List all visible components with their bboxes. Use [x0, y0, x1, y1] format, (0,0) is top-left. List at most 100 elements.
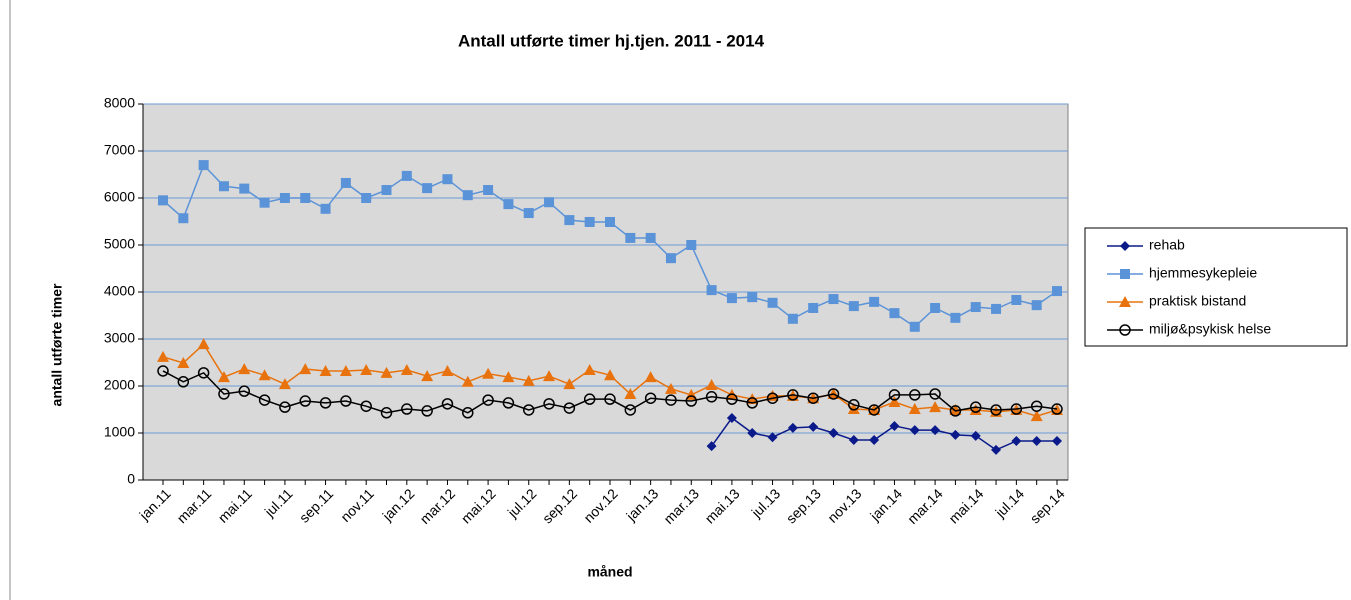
y-tick-label: 2000: [104, 377, 135, 393]
data-point: [178, 213, 189, 224]
data-point: [198, 160, 209, 171]
y-tick-label: 8000: [104, 95, 135, 111]
data-point: [1031, 300, 1042, 311]
data-point: [868, 404, 880, 416]
data-point: [462, 190, 473, 201]
data-point: [848, 399, 860, 411]
data-point: [706, 441, 717, 452]
legend-label: miljø&psykisk helse: [1149, 321, 1271, 337]
x-axis-title: måned: [587, 564, 632, 580]
data-point: [726, 412, 737, 423]
data-point: [726, 393, 738, 405]
data-point: [705, 391, 718, 403]
data-point: [158, 195, 168, 206]
data-point: [319, 364, 332, 376]
data-point: [808, 421, 819, 432]
data-point: [624, 387, 637, 399]
data-point: [259, 197, 270, 208]
data-point: [462, 407, 474, 419]
data-point: [869, 435, 880, 446]
legend-marker: [1120, 269, 1130, 279]
x-tick-label: mai.12: [458, 485, 499, 526]
x-tick-label: jan.13: [622, 485, 661, 524]
data-point: [889, 420, 900, 431]
data-point: [522, 374, 535, 386]
legend-label: hjemmesykepleie: [1149, 265, 1257, 281]
data-point: [278, 378, 291, 390]
legend-marker: [1120, 241, 1130, 251]
x-tick-label: jan.12: [379, 485, 418, 524]
data-point: [1031, 435, 1042, 446]
data-point: [584, 216, 595, 227]
data-point: [583, 364, 596, 376]
data-point: [583, 393, 596, 405]
data-point: [1030, 410, 1043, 422]
data-point: [991, 303, 1002, 314]
data-point: [482, 367, 495, 379]
y-tick-label: 6000: [104, 189, 135, 205]
data-point: [930, 302, 941, 313]
data-point: [746, 397, 758, 409]
data-point: [929, 401, 942, 413]
data-point: [888, 395, 901, 407]
legend: rehab hjemmesykepleie praktisk bistand milj…: [1084, 227, 1348, 347]
x-tick-label: sep.13: [783, 485, 824, 526]
chart-title: Antall utførte timer hj.tjen. 2011 - 201…: [458, 31, 765, 50]
data-point: [381, 185, 392, 196]
data-point: [848, 435, 859, 446]
data-point: [950, 312, 961, 323]
data-point: [909, 389, 921, 401]
data-point: [685, 395, 698, 407]
data-point: [869, 296, 880, 307]
data-point: [400, 364, 413, 376]
data-point: [563, 402, 576, 414]
data-point: [157, 365, 169, 377]
data-point: [706, 285, 717, 296]
x-tick-label: mai.11: [215, 485, 255, 525]
data-point: [1011, 435, 1022, 446]
series-line: [162, 370, 1058, 414]
data-point: [949, 405, 962, 417]
data-point: [461, 375, 474, 387]
data-point: [502, 397, 515, 409]
data-point: [624, 404, 637, 416]
data-point: [665, 253, 676, 264]
data-point: [279, 401, 291, 413]
data-point: [1051, 403, 1063, 415]
y-tick-label: 0: [127, 471, 135, 487]
legend-label: praktisk bistand: [1149, 293, 1246, 309]
data-point: [969, 403, 982, 415]
data-point: [848, 301, 859, 312]
x-tick-label: nov.13: [824, 485, 864, 525]
data-point: [319, 397, 332, 409]
data-point: [908, 403, 921, 415]
x-tick-label: sep.12: [539, 485, 580, 526]
y-tick-label: 5000: [104, 236, 135, 252]
data-point: [1052, 435, 1062, 446]
data-point: [441, 364, 454, 376]
data-point: [604, 369, 616, 381]
data-point: [258, 394, 271, 406]
data-point: [238, 363, 251, 375]
data-point: [888, 389, 901, 401]
y-tick-label: 1000: [104, 424, 135, 440]
data-point: [258, 369, 271, 381]
data-point: [522, 404, 535, 416]
x-tick-label: sep.11: [296, 485, 336, 525]
data-point: [361, 193, 372, 203]
data-point: [543, 370, 556, 382]
data-point: [340, 177, 351, 188]
x-tick-label: jan.11: [135, 485, 173, 523]
data-point: [523, 208, 534, 219]
data-point: [1052, 286, 1062, 297]
data-point: [949, 403, 962, 415]
x-tick-label: mar.11: [174, 485, 215, 526]
data-point: [991, 444, 1002, 455]
data-point: [747, 428, 758, 438]
x-tick-label: mai.14: [945, 485, 986, 526]
data-point: [483, 185, 494, 196]
data-point: [177, 356, 190, 368]
x-tick-label: jul.13: [748, 485, 784, 521]
data-point: [827, 388, 840, 400]
x-tick-label: mai.13: [702, 485, 743, 526]
